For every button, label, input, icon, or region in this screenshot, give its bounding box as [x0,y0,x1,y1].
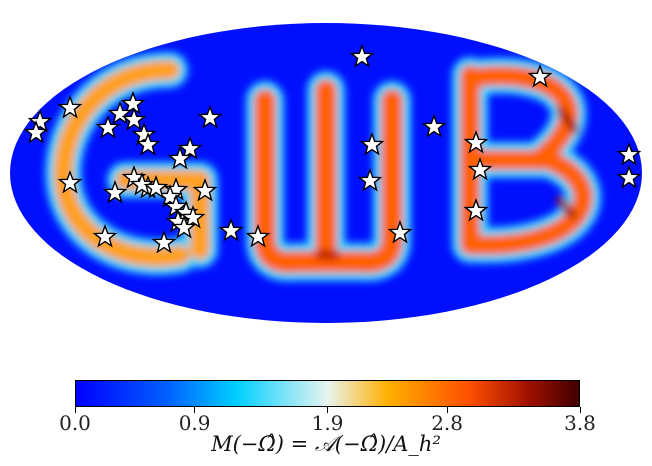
colorbar-tick [327,407,328,413]
star-marker [131,121,157,146]
colorbar-tick [194,407,196,413]
star-marker [616,164,642,189]
marker-stars [23,43,642,254]
colorbar-tick-label: 0.0 [59,411,91,435]
star-marker [120,90,146,115]
star-marker [163,193,189,218]
star-marker [57,94,83,119]
sky-map [10,23,642,323]
star-marker [180,204,206,229]
star-marker [23,119,49,144]
star-marker [143,174,169,199]
star-marker [151,229,177,254]
colorbar [75,380,580,407]
star-marker [197,104,223,129]
star-marker [463,197,489,222]
colorbar-tick-label: 3.8 [564,411,596,435]
star-marker [616,141,642,166]
star-marker [171,214,197,239]
star-marker [359,131,385,156]
star-marker [421,113,447,138]
colorbar-tick [446,407,448,413]
star-marker [27,108,53,133]
colorbar-tick [74,407,76,413]
colorbar-tick [579,407,581,413]
colorbar-tick-label: 0.9 [178,411,211,435]
star-marker [92,223,118,248]
star-marker [95,114,121,139]
star-marker [245,223,271,248]
star-marker [357,167,383,192]
star-marker [387,219,413,244]
colorbar-label: M(−Ω̂) = 𝒜(−Ω̂)/A_h² [211,432,441,456]
star-marker [102,179,128,204]
star-marker [121,106,147,131]
star-marker [177,135,203,160]
star-marker [167,145,193,170]
star-marker [467,156,493,181]
star-marker [57,169,83,194]
star-marker [129,171,155,196]
colorbar-tick-label: 2.8 [431,411,463,435]
star-marker [463,129,489,154]
star-marker [218,217,244,242]
star-marker [349,43,375,68]
star-marker [192,177,218,202]
star-marker [107,100,133,125]
star-marker [527,63,553,88]
colorbar-tick-label: 1.9 [311,411,344,435]
star-marker [135,131,161,156]
